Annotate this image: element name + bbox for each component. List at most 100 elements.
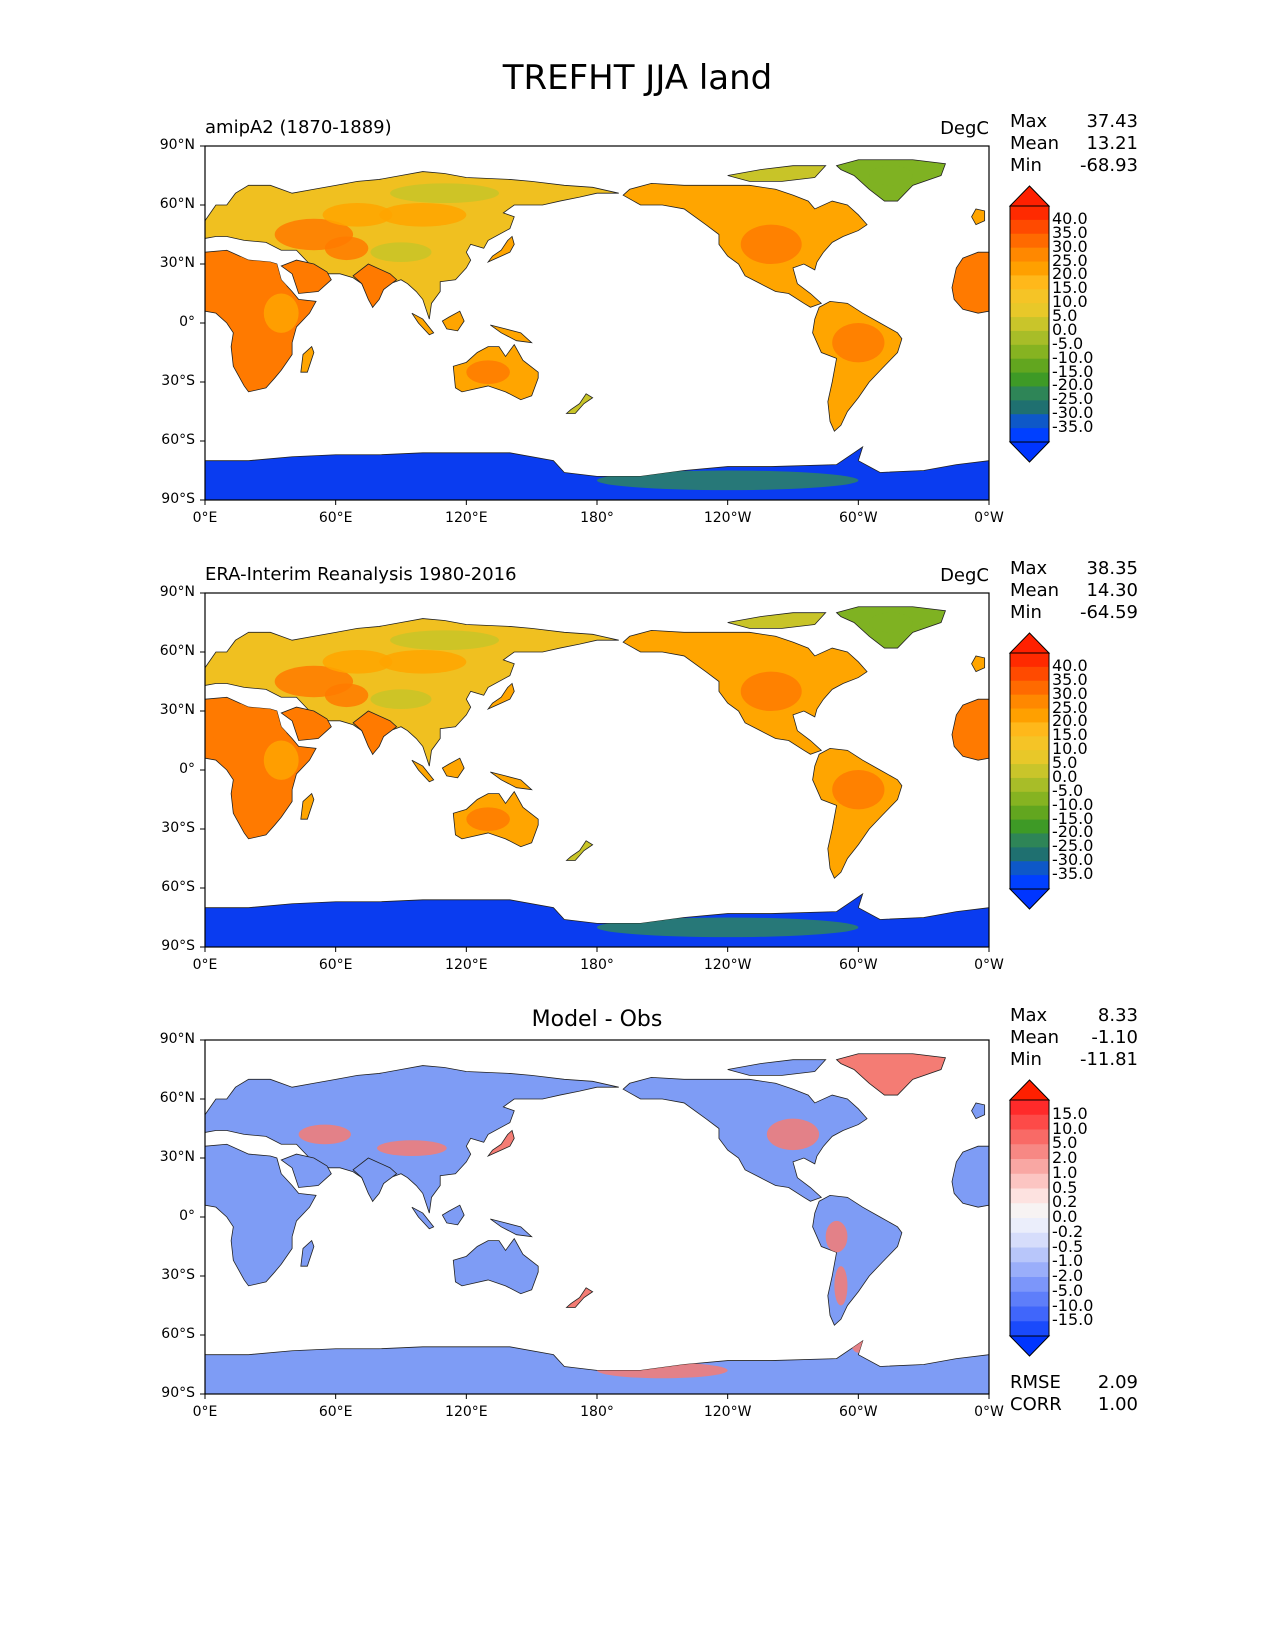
landmass-uk — [971, 1102, 986, 1120]
colorbar-label: 30.0 — [1052, 236, 1088, 256]
units-label-test: DegC — [940, 118, 989, 139]
y-tick-label: 60°S — [161, 432, 195, 448]
x-tick-label: 180° — [580, 510, 614, 526]
y-tick-label: 60°N — [159, 643, 195, 659]
extra-stats-block: RMSE 2.09 CORR 1.00 — [1010, 1372, 1138, 1416]
colorbar-segment — [1010, 1306, 1049, 1322]
stat-value: 1.00 — [1097, 1394, 1138, 1415]
colorbar-label: -5.0 — [1052, 333, 1084, 353]
colorbar-label: -0.2 — [1052, 1221, 1084, 1241]
stat-min: Min -11.81 — [1010, 1049, 1138, 1071]
landmass-borneo — [441, 310, 465, 332]
field-patch — [324, 236, 369, 261]
field-patch — [322, 650, 393, 674]
field-patch — [370, 242, 432, 263]
colorbar-segment — [1010, 791, 1049, 807]
field-patch — [263, 293, 299, 333]
colorbar-label: 10.0 — [1052, 1118, 1088, 1138]
colorbar-label: -5.0 — [1052, 780, 1084, 800]
y-tick-label: 0° — [179, 761, 195, 777]
field-patch — [263, 740, 299, 780]
colorbar-label: 5.0 — [1052, 306, 1078, 326]
colorbar-segment — [1010, 861, 1049, 876]
x-tick-label: 60°E — [318, 510, 353, 526]
landmass-madagascar — [300, 1239, 315, 1267]
x-tick-label: 60°W — [838, 510, 878, 526]
x-tick-label: 0°W — [974, 510, 1004, 526]
stat-label: Min — [1010, 602, 1042, 623]
colorbar-segment — [1010, 708, 1049, 723]
landmass-uk — [971, 208, 986, 226]
colorbar-segment — [1010, 847, 1049, 862]
landmass-antarctica — [205, 1339, 989, 1394]
colorbar-label: -15.0 — [1052, 808, 1094, 828]
colorbar-label: 35.0 — [1052, 222, 1088, 242]
colorbar-label: 0.0 — [1052, 319, 1078, 339]
colorbar-label: -10.0 — [1052, 1295, 1094, 1315]
colorbar-segment — [1010, 428, 1049, 443]
landmass-namerica — [622, 1076, 868, 1202]
stat-max: Max 38.35 — [1010, 558, 1138, 580]
field-patch — [825, 1220, 848, 1253]
x-tick-label: 120°E — [445, 957, 488, 973]
landmass-africaW — [951, 251, 989, 314]
colorbar-segment — [1010, 233, 1049, 249]
landmass-arctic_isl — [727, 1059, 827, 1076]
colorbar-label: -35.0 — [1052, 864, 1094, 884]
landmass-eurasia — [205, 1065, 619, 1214]
landmass-ng — [490, 1218, 533, 1238]
x-tick-label: 60°E — [318, 957, 353, 973]
colorbar-label: -0.5 — [1052, 1236, 1084, 1256]
colorbar-label: 25.0 — [1052, 250, 1088, 270]
stat-mean: Mean -1.10 — [1010, 1027, 1138, 1049]
landmass-africaW — [951, 1145, 989, 1208]
colorbar-label: 15.0 — [1052, 725, 1088, 745]
panel-title-test: amipA2 (1870-1889) — [205, 117, 392, 138]
stat-mean: Mean 14.30 — [1010, 580, 1138, 602]
field-patch — [379, 203, 467, 227]
landmass-arabia — [280, 706, 332, 741]
landmass-india — [352, 263, 398, 308]
colorbar-label: -2.0 — [1052, 1266, 1084, 1285]
landmass-arctic_isl — [727, 165, 827, 182]
y-tick-label: 60°S — [161, 1326, 195, 1342]
colorbar-label: -20.0 — [1052, 822, 1094, 842]
stat-mean: Mean 13.21 — [1010, 133, 1138, 155]
colorbar-segment — [1010, 206, 1049, 221]
colorbar-segment — [1010, 1218, 1049, 1234]
colorbar-segment — [1010, 358, 1049, 374]
colorbar-segment — [1010, 1144, 1049, 1160]
landmass-india — [352, 710, 398, 755]
colorbar-label: 2.0 — [1052, 1148, 1078, 1167]
field-patch — [466, 807, 510, 831]
y-tick-label: 0° — [179, 314, 195, 330]
stat-label: Max — [1010, 1005, 1048, 1026]
colorbar-segment — [1010, 400, 1049, 415]
stat-value: -1.10 — [1091, 1027, 1138, 1048]
x-tick-label: 60°W — [838, 957, 878, 973]
colorbar-segment — [1010, 386, 1049, 401]
colorbar-label: -20.0 — [1052, 375, 1094, 395]
colorbar-segment — [1010, 1129, 1049, 1145]
colorbar-outline — [1009, 1099, 1050, 1337]
colorbar-label: -10.0 — [1052, 794, 1094, 814]
y-tick-label: 60°S — [161, 879, 195, 895]
field-patch — [209, 256, 288, 304]
colorbar-outline — [1009, 652, 1050, 890]
x-tick-label: 120°E — [445, 1404, 488, 1420]
field-patch — [597, 917, 859, 938]
stat-label: Mean — [1010, 580, 1060, 601]
colorbar-segment — [1010, 736, 1049, 751]
colorbar-label: 10.0 — [1052, 739, 1088, 759]
field-patch — [209, 703, 288, 751]
colorbar-label: 0.2 — [1052, 1192, 1078, 1212]
stats-block-reference: Max 38.35 Mean 14.30 Min -64.59 — [1010, 558, 1138, 624]
colorbar-segment — [1010, 289, 1049, 304]
colorbar-label: 0.5 — [1052, 1177, 1078, 1197]
colorbar-segment — [1010, 261, 1049, 276]
colorbar-label: 0.0 — [1052, 1207, 1078, 1226]
field-patch — [597, 470, 859, 491]
landmass-madagascar — [300, 792, 315, 820]
stat-value: 13.21 — [1086, 133, 1138, 154]
y-tick-label: 30°N — [159, 1149, 195, 1165]
